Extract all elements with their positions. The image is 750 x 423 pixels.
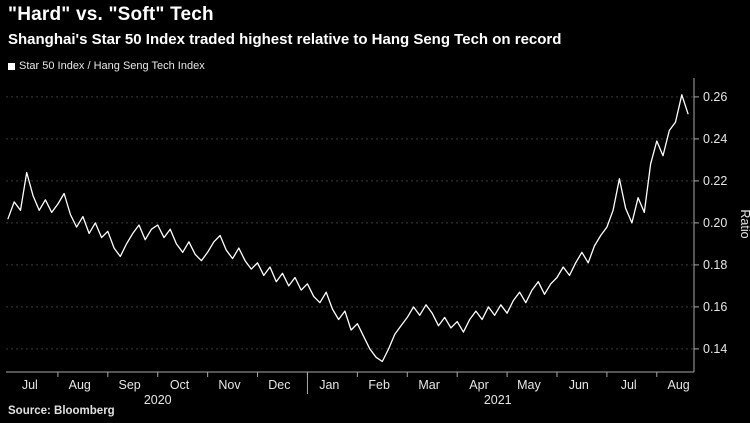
chart-subtitle: Shanghai's Star 50 Index traded highest …	[8, 31, 562, 48]
legend: Star 50 Index / Hang Seng Tech Index	[8, 60, 205, 72]
y-tick-label: 0.18	[703, 258, 727, 272]
y-tick-label: 0.20	[703, 216, 727, 230]
legend-swatch-icon	[8, 62, 15, 70]
year-label: 2021	[484, 393, 512, 407]
source-credit: Source: Bloomberg	[8, 405, 115, 417]
x-tick-label: Jun	[569, 378, 589, 392]
x-tick-label: Dec	[268, 378, 290, 392]
y-tick-label: 0.24	[703, 132, 727, 146]
y-tick-label: 0.16	[703, 300, 727, 314]
series-line	[7, 94, 689, 363]
x-tick-label: Feb	[368, 378, 390, 392]
x-tick-label: Jul	[621, 378, 637, 392]
page-title: "Hard" vs. "Soft" Tech	[8, 4, 214, 25]
x-tick-label: Apr	[469, 378, 488, 392]
y-gridlines	[6, 96, 694, 350]
year-label: 2020	[144, 393, 172, 407]
y-tick-label: 0.26	[703, 90, 727, 104]
y-axis: 0.14 0.16 0.18 0.20 0.22 0.24 0.26 Ratio	[693, 78, 750, 372]
legend-label: Star 50 Index / Hang Seng Tech Index	[19, 60, 205, 72]
y-tick-label: 0.14	[703, 342, 727, 356]
x-tick-label: Aug	[668, 378, 690, 392]
x-tick-label: Jul	[22, 378, 38, 392]
y-axis-title: Ratio	[738, 209, 750, 238]
x-tick-label: Jan	[319, 378, 339, 392]
x-tick-label: Mar	[418, 378, 440, 392]
x-tick-label: Nov	[218, 378, 241, 392]
x-axis: Jul Aug Sep Oct Nov Dec Jan Feb Mar Apr May Jun Jul A…	[6, 371, 694, 407]
x-tick-label: May	[517, 378, 541, 392]
y-tick-label: 0.22	[703, 174, 727, 188]
x-tick-label: Oct	[170, 378, 190, 392]
x-tick-label: Aug	[69, 378, 91, 392]
x-tick-label: Sep	[119, 378, 141, 392]
